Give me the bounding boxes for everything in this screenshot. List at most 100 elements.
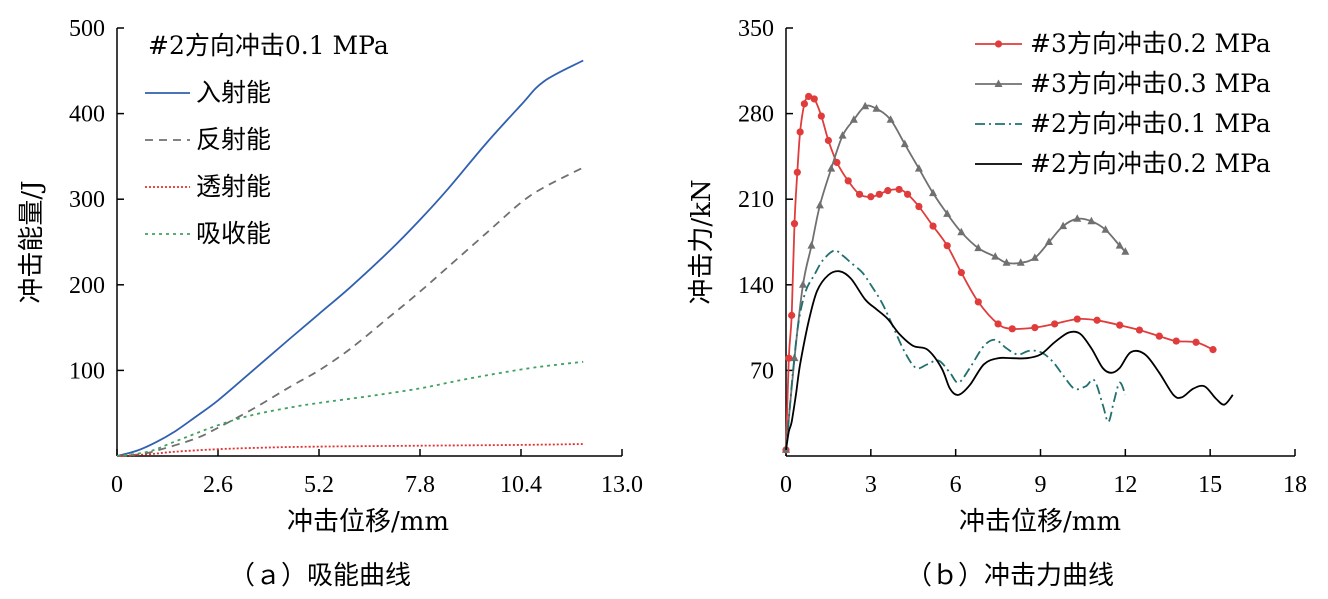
chart-b-series-line xyxy=(785,270,1234,451)
chart-b-y-tick-label: 280 xyxy=(738,102,774,128)
chart-a-x-tick-label: 2.6 xyxy=(203,472,233,498)
chart-b-data-point xyxy=(991,252,1000,260)
chart-b-data-point xyxy=(805,92,813,101)
chart-b-y-tick-label: 350 xyxy=(738,16,774,42)
chart-a-legend-label: 入射能 xyxy=(196,78,271,107)
chart-b-data-point xyxy=(1002,258,1011,266)
chart-b-data-point xyxy=(1135,326,1144,334)
chart-a-x-tick-label: 13.0 xyxy=(601,472,643,498)
chart-b-data-point xyxy=(1073,315,1081,323)
chart-b-series-line xyxy=(785,249,1127,450)
chart-b-data-point xyxy=(790,220,799,228)
chart-a-y-label: 冲击能量/J xyxy=(17,180,47,303)
chart-b-data-point xyxy=(800,100,808,108)
chart-a-legend-label: 吸收能 xyxy=(196,219,271,248)
chart-b-data-point xyxy=(1116,321,1124,329)
chart-b-x-tick-label: 12 xyxy=(1113,472,1137,498)
chart-b-data-point xyxy=(1101,225,1110,233)
chart-b-data-point xyxy=(817,112,825,120)
chart-b-legend-label: #2方向冲击0.2 MPa xyxy=(1030,149,1271,178)
chart-a-legend-label: 透射能 xyxy=(196,172,271,201)
chart-b-data-point xyxy=(861,101,870,110)
chart-b-data-point xyxy=(867,193,875,201)
chart-a: 0 2.6 5.2 7.8 10.4 13.0 100 200 300 400 500 #2方向冲击… xyxy=(17,16,643,591)
chart-b-data-point xyxy=(824,136,833,145)
chart-b-data-point xyxy=(1051,320,1059,328)
chart-a-caption: （ａ）吸能曲线 xyxy=(229,561,411,591)
chart-b-data-point xyxy=(1172,337,1180,345)
chart-b-data-point xyxy=(827,164,836,172)
chart-b-data-point xyxy=(1192,338,1200,346)
chart-a-y-tick-label: 300 xyxy=(69,187,105,213)
chart-b-data-point xyxy=(884,187,892,195)
chart-b-x-tick-label: 6 xyxy=(950,472,962,498)
chart-b-y-tick-label: 70 xyxy=(750,358,774,384)
chart-b-data-point xyxy=(915,202,923,211)
chart-b-data-point xyxy=(943,242,951,250)
chart-b-data-point xyxy=(793,168,801,176)
chart-b-data-point xyxy=(903,190,912,198)
chart-b-data-point xyxy=(886,115,895,123)
chart-a-x-tick-label: 5.2 xyxy=(304,472,334,498)
chart-b-data-point xyxy=(815,200,824,209)
chart-a-x-tick-label: 0 xyxy=(111,472,123,498)
chart-b-data-point xyxy=(849,115,858,123)
chart-b: 0 3 6 9 12 15 18 70 140 210 280 350 #3方向冲击0.2 MPa #3… xyxy=(687,16,1307,591)
chart-b-x-label: 冲击位移/mm xyxy=(959,507,1121,537)
chart-b-data-point xyxy=(790,353,799,362)
chart-b-data-point xyxy=(1155,332,1163,340)
chart-b-legend-marker xyxy=(994,40,1003,48)
chart-b-data-point xyxy=(798,280,807,288)
chart-b-data-point xyxy=(785,354,793,362)
chart-a-series-line xyxy=(116,59,584,457)
chart-b-y-label: 冲击力/kN xyxy=(687,179,717,304)
chart-b-caption: （ｂ）冲击力曲线 xyxy=(906,561,1114,591)
chart-b-y-tick-label: 210 xyxy=(738,187,774,213)
chart-b-data-point xyxy=(1030,253,1039,261)
chart-b-legend-marker xyxy=(994,79,1003,87)
chart-a-y-tick-label: 200 xyxy=(69,273,105,299)
chart-b-y-tick-label: 140 xyxy=(738,273,774,299)
chart-b-data-point xyxy=(914,164,923,172)
chart-b-series-line xyxy=(785,104,1126,450)
chart-b-data-point xyxy=(844,177,852,185)
chart-b-data-point xyxy=(994,320,1002,328)
chart-b-data-point xyxy=(895,185,903,194)
chart-b-data-point xyxy=(1121,247,1130,255)
chart-b-x-tick-label: 15 xyxy=(1198,472,1222,498)
chart-b-data-point xyxy=(929,222,937,230)
chart-b-x-tick-label: 0 xyxy=(780,472,792,498)
chart-b-data-point xyxy=(974,243,983,252)
chart-a-y-tick-label: 100 xyxy=(69,358,105,384)
chart-b-data-point xyxy=(855,190,864,198)
chart-b-data-point xyxy=(1073,214,1082,222)
chart-a-legend-title: #2方向冲击0.1 MPa xyxy=(148,31,389,60)
chart-b-data-point xyxy=(974,298,982,306)
chart-b-data-point xyxy=(810,95,818,103)
chart-b-data-point xyxy=(1044,237,1053,245)
chart-b-x-tick-label: 18 xyxy=(1283,472,1307,498)
chart-b-data-point xyxy=(1115,241,1124,249)
chart-b-data-point xyxy=(796,128,804,136)
chart-b-data-point xyxy=(872,104,881,112)
chart-b-data-point xyxy=(1031,324,1039,332)
chart-b-data-point xyxy=(1008,325,1016,333)
chart-b-data-point xyxy=(943,209,952,217)
chart-b-data-point xyxy=(1093,316,1101,324)
chart-a-y-tick-label: 500 xyxy=(69,16,105,42)
chart-a-x-tick-label: 10.4 xyxy=(500,472,542,498)
chart-b-x-tick-label: 3 xyxy=(865,472,877,498)
chart-a-series-line xyxy=(116,360,584,457)
chart-b-data-point xyxy=(788,311,796,319)
chart-b-data-point xyxy=(957,227,966,236)
chart-b-data-point xyxy=(807,241,816,249)
chart-b-data-point xyxy=(838,131,847,139)
chart-b-x-tick-label: 9 xyxy=(1035,472,1047,498)
chart-b-data-point xyxy=(957,268,965,277)
chart-b-data-point xyxy=(929,188,938,197)
chart-b-legend-label: #2方向冲击0.1 MPa xyxy=(1030,109,1271,138)
chart-a-series-line xyxy=(116,443,584,457)
chart-b-data-point xyxy=(1059,221,1068,230)
chart-b-legend-label: #3方向冲击0.2 MPa xyxy=(1030,29,1271,58)
